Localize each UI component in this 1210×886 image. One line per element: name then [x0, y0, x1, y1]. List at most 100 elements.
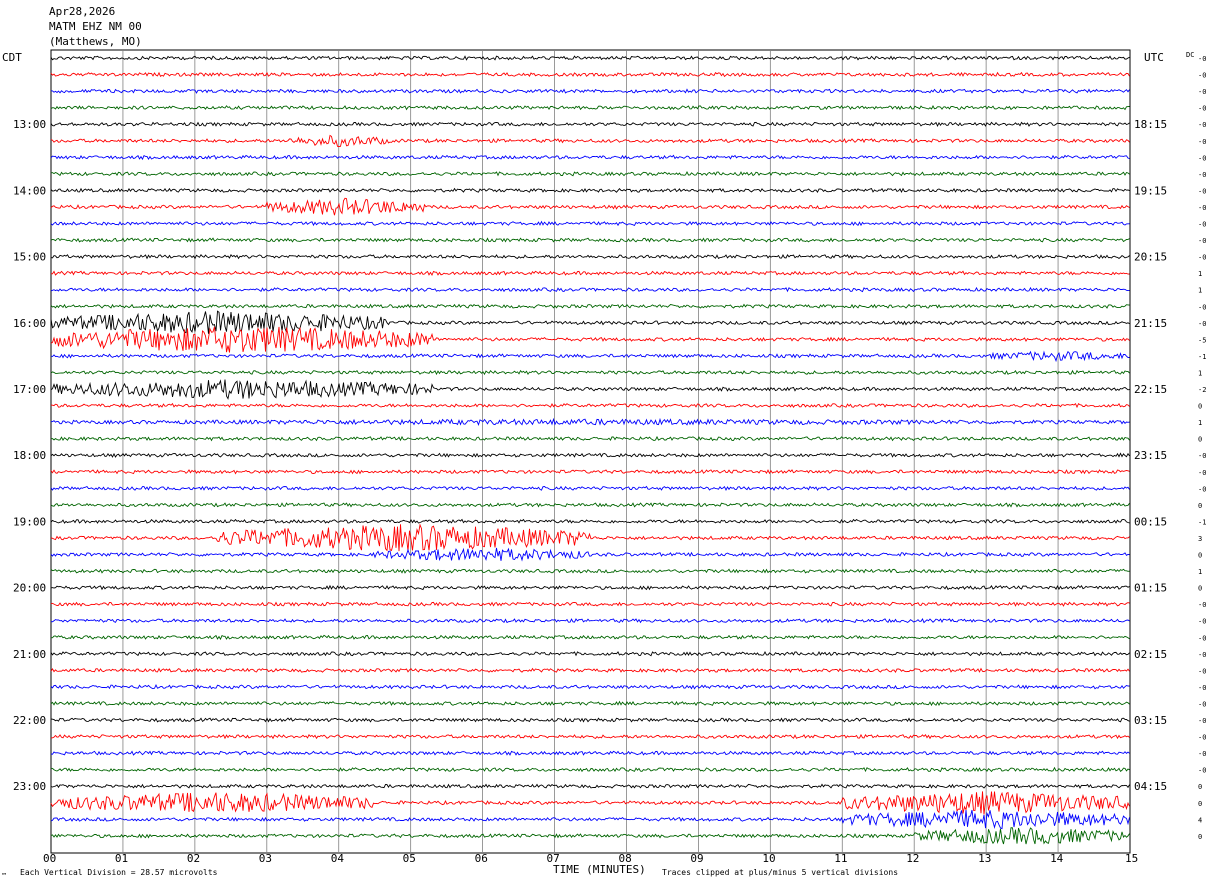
trace-row-10 [50, 220, 1130, 227]
right-hour-label: 19:15 [1134, 184, 1167, 197]
dc-offset-label: 0 [1198, 436, 1202, 444]
dc-offset-label: -0 [1198, 320, 1206, 328]
right-hour-label: 21:15 [1134, 317, 1167, 330]
left-hour-label: 21:00 [13, 648, 46, 661]
trace-row-9 [50, 197, 1130, 216]
dc-offset-label: -0 [1198, 667, 1206, 675]
trace-row-11 [50, 237, 1130, 243]
left-hour-label: 16:00 [13, 317, 46, 330]
trace-row-8 [50, 187, 1130, 194]
x-tick-label: 07 [547, 852, 560, 865]
trace-row-46 [50, 809, 1130, 830]
right-hour-label: 02:15 [1134, 648, 1167, 661]
left-hour-labels: 13:00 14:00 15:00 16:00 17:00 18:00 19:00 20:00… [13, 118, 46, 793]
dc-offset-label: -0 [1198, 651, 1206, 659]
dc-offset-label: -1 [1198, 518, 1206, 526]
x-tick-label: 04 [331, 852, 345, 865]
minute-gridlines [122, 50, 1059, 853]
trace-row-44 [50, 783, 1130, 789]
trace-row-39 [50, 700, 1130, 707]
dc-offset-label: 0 [1198, 502, 1202, 510]
trace-row-13 [51, 270, 1130, 276]
trace-row-16 [50, 310, 1130, 334]
trace-row-25 [50, 469, 1130, 475]
right-hour-label: 18:15 [1134, 118, 1167, 131]
x-tick-label: 12 [906, 852, 919, 865]
trace-row-1 [50, 71, 1130, 78]
footer-corner-mark: ™ [2, 872, 6, 880]
dc-offset-label: 3 [1198, 535, 1202, 543]
trace-row-2 [50, 88, 1130, 94]
dc-offset-label: 1 [1198, 419, 1202, 427]
trace-row-18 [50, 350, 1130, 363]
dc-offset-label: 1 [1198, 568, 1202, 576]
dc-offset-label: -0 [1198, 303, 1206, 311]
plot-frame [50, 49, 1131, 854]
trace-row-28 [50, 518, 1130, 524]
trace-row-38 [50, 684, 1130, 690]
dc-offset-label: -0 [1198, 221, 1206, 229]
dc-offset-label: -2 [1198, 386, 1206, 394]
dc-offset-label: 0 [1198, 783, 1202, 791]
trace-row-14 [50, 286, 1130, 293]
x-axis-title: TIME (MINUTES) [553, 863, 646, 876]
trace-row-15 [50, 303, 1130, 309]
dc-offset-label: 0 [1198, 552, 1202, 560]
trace-row-26 [50, 485, 1130, 492]
dc-offset-label: -0 [1198, 601, 1206, 609]
right-hour-label: 20:15 [1134, 251, 1167, 264]
dc-offset-label: -1 [1198, 353, 1206, 361]
trace-row-24 [50, 452, 1130, 458]
dc-offset-label: -0 [1198, 55, 1206, 63]
trace-row-40 [50, 717, 1130, 723]
x-axis-ticks: 00 01 02 03 04 05 06 07 08 09 10 11 12 13 14 15 [43, 852, 1138, 865]
trace-row-31 [50, 568, 1130, 574]
right-hour-label: 04:15 [1134, 780, 1167, 793]
trace-row-37 [50, 667, 1130, 674]
left-hour-label: 20:00 [13, 582, 46, 595]
x-tick-label: 00 [43, 852, 56, 865]
left-hour-label: 17:00 [13, 383, 46, 396]
trace-row-0 [50, 55, 1130, 61]
x-tick-label: 02 [187, 852, 200, 865]
dc-offset-label: 0 [1198, 403, 1202, 411]
left-hour-label: 19:00 [13, 515, 46, 528]
dc-offset-label: 4 [1198, 816, 1202, 824]
x-tick-label: 09 [690, 852, 703, 865]
dc-offset-label: -0 [1198, 452, 1206, 460]
dc-offset-label: -0 [1198, 684, 1206, 692]
dc-offset-label: -0 [1198, 187, 1206, 195]
dc-offset-label: -0 [1198, 618, 1206, 626]
dc-offset-label: 1 [1198, 270, 1202, 278]
left-timezone-label: CDT [2, 51, 22, 64]
footer-scale-note: Each Vertical Division = 28.57 microvolt… [20, 868, 218, 877]
trace-row-21 [50, 402, 1130, 409]
right-hour-label: 23:15 [1134, 449, 1167, 462]
trace-row-7 [50, 171, 1130, 177]
x-tick-label: 10 [762, 852, 775, 865]
trace-row-19 [50, 369, 1130, 376]
dc-offset-label: -0 [1198, 469, 1206, 477]
trace-row-30 [50, 547, 1130, 562]
trace-row-42 [50, 750, 1130, 756]
trace-row-6 [50, 154, 1130, 161]
dc-offset-label: 1 [1198, 287, 1202, 295]
trace-row-36 [50, 651, 1130, 657]
dc-offset-label: -0 [1198, 154, 1206, 162]
dc-offset-label: 0 [1198, 800, 1202, 808]
trace-row-27 [50, 502, 1130, 508]
x-tick-label: 15 [1125, 852, 1138, 865]
trace-row-17 [50, 326, 1130, 353]
dc-label: DC [1186, 51, 1194, 59]
trace-row-33 [50, 601, 1130, 607]
left-hour-label: 13:00 [13, 118, 46, 131]
dc-offset-label: -0 [1198, 634, 1206, 642]
right-hour-label: 00:15 [1134, 515, 1167, 528]
dc-offset-label: -0 [1198, 237, 1206, 245]
trace-row-43 [50, 766, 1130, 773]
left-hour-label: 15:00 [13, 251, 46, 264]
dc-offset-label: 0 [1198, 833, 1202, 841]
trace-row-12 [50, 253, 1130, 260]
dc-offset-label: -0 [1198, 204, 1206, 212]
